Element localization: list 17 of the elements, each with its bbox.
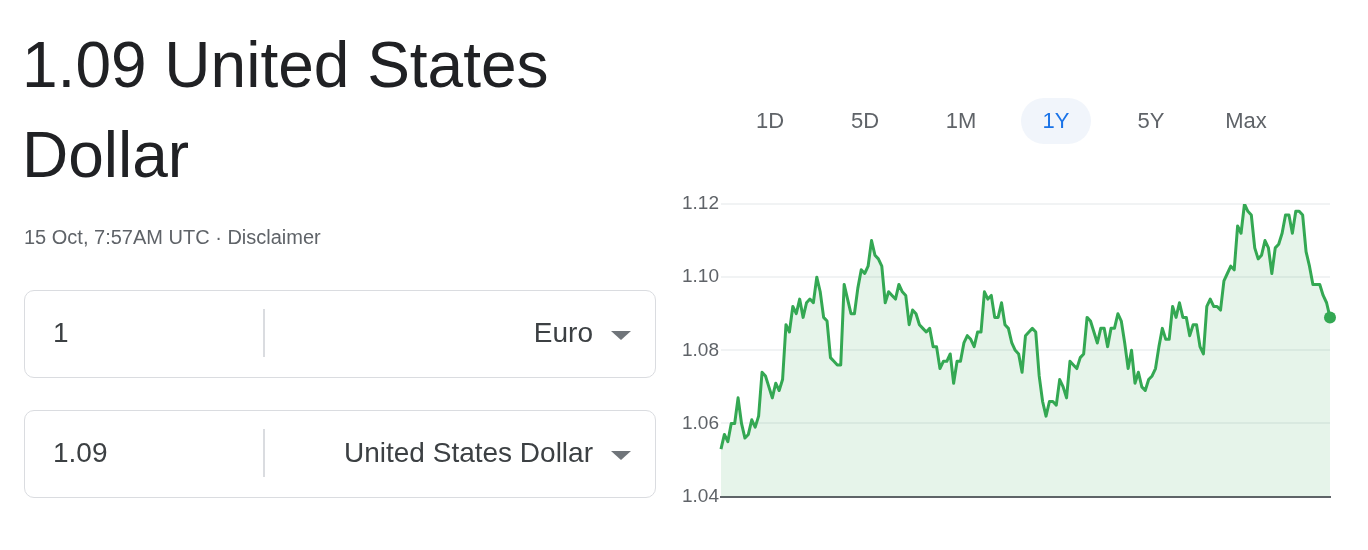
y-tick-label: 1.10 bbox=[682, 265, 719, 287]
y-tick-label: 1.04 bbox=[682, 484, 720, 506]
text: 1M bbox=[944, 107, 978, 135]
text: Euro bbox=[533, 317, 593, 349]
text: United States Dollar bbox=[343, 437, 593, 469]
text: Max bbox=[1224, 107, 1268, 135]
text: 5D bbox=[849, 107, 881, 135]
y-tick-label: 1.08 bbox=[682, 338, 719, 360]
y-tick-label: 1.06 bbox=[682, 411, 719, 433]
text: 15 Oct, 7:57AM UTC · Disclaimer bbox=[24, 226, 321, 249]
text: 1Y bbox=[1021, 98, 1091, 144]
text: 5Y bbox=[1136, 107, 1166, 135]
y-tick-label: 1.12 bbox=[682, 192, 719, 214]
text: 1D bbox=[754, 107, 786, 135]
text: 1.09 bbox=[53, 437, 108, 469]
text: 1 bbox=[53, 317, 69, 349]
chart-title: 1.09 United States Dollar bbox=[22, 28, 550, 193]
